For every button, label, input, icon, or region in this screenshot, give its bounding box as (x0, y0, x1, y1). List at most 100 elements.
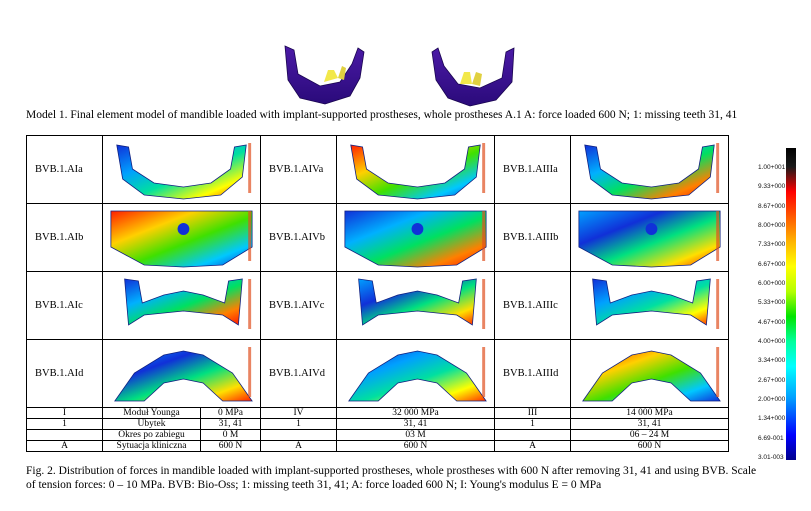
scale-tick-label: 4.67+000 (758, 318, 786, 326)
scale-tick-label: 3.01-003 (758, 454, 784, 461)
scale-tick-label: 7.33+000 (758, 241, 786, 249)
parameter-value: 600 N (218, 441, 243, 451)
scale-tick-label: 4.00+000 (758, 338, 786, 345)
parameter-group: IV (260, 407, 337, 419)
specimen-label: BVB.1.AIc (26, 271, 103, 340)
parameter-row: A Sytuacja kliniczna 600 N A 600 N A 600 N (26, 440, 729, 452)
scale-tick-label: 2.00+000 (758, 396, 786, 403)
color-scale-bar (786, 148, 796, 460)
scale-tick-label: 6.67+000 (758, 260, 786, 268)
parameter-name: Ubytek (103, 419, 201, 429)
parameter-value: 31, 41 (218, 419, 243, 429)
parameter-row: Okres po zabiegu 0 M 03 M 06 – 24 M (26, 429, 729, 441)
parameter-value: 06 – 24 M (570, 429, 729, 441)
parameter-group: A (260, 440, 337, 452)
stress-map-image (336, 135, 495, 204)
parameter-pair: Moduł Younga 0 MPa (102, 407, 261, 419)
parameter-group: 1 (260, 418, 337, 430)
stress-map-image (102, 339, 261, 408)
image-row: BVB.1.AIb BVB.1.AIVb BVB.1.AIIIb (26, 203, 729, 272)
scale-tick-label: 8.00+000 (758, 222, 786, 229)
scale-tick-label: 3.34+000 (758, 357, 786, 365)
image-row: BVB.1.AId BVB.1.AIVd BVB.1.AIIId (26, 339, 729, 408)
parameter-value: 600 N (570, 440, 729, 452)
stress-map-image (336, 203, 495, 272)
parameter-name: Moduł Younga (103, 408, 201, 418)
stress-map-image (570, 203, 729, 272)
stress-map-svg (105, 138, 258, 201)
parameter-row: 1 Ubytek 31, 41 1 31, 41 1 31, 41 (26, 418, 729, 430)
specimen-label: BVB.1.AIb (26, 203, 103, 272)
specimen-label: BVB.1.AIIIc (494, 271, 571, 340)
parameter-value: 600 N (336, 440, 495, 452)
mandible-model-images (284, 45, 515, 107)
stress-map-svg (339, 342, 492, 405)
parameter-group: A (26, 440, 103, 452)
specimen-label: BVB.1.AIa (26, 135, 103, 204)
results-table: BVB.1.AIa BVB.1.AIVa BVB.1.AIIIa BVB.1.AIb B… (26, 135, 729, 452)
stress-map-svg (573, 342, 726, 405)
specimen-label: BVB.1.AIVa (260, 135, 337, 204)
parameter-group: 1 (26, 418, 103, 430)
parameter-value: 31, 41 (336, 418, 495, 430)
specimen-label: BVB.1.AIIIb (494, 203, 571, 272)
figure-caption: Fig. 2. Distribution of forces in mandib… (26, 465, 757, 491)
stress-map-image (102, 271, 261, 340)
stress-map-svg (339, 138, 492, 201)
parameter-value: 14 000 MPa (570, 407, 729, 419)
stress-map-svg (573, 206, 726, 269)
parameter-pair: Ubytek 31, 41 (102, 418, 261, 430)
specimen-label: BVB.1.AIVd (260, 339, 337, 408)
stress-map-svg (105, 206, 258, 269)
parameter-pair: Okres po zabiegu 0 M (102, 429, 261, 441)
parameter-group (260, 429, 337, 441)
parameter-group: A (494, 440, 571, 452)
parameter-group (494, 429, 571, 441)
scale-tick-label: 8.67+000 (758, 202, 786, 210)
stress-map-image (570, 135, 729, 204)
stress-map-image (102, 135, 261, 204)
stress-map-image (336, 339, 495, 408)
specimen-label: BVB.1.AIIIa (494, 135, 571, 204)
scale-tick-label: 6.00+000 (758, 280, 786, 287)
stress-map-svg (339, 274, 492, 337)
scale-tick-label: 9.33+000 (758, 183, 786, 191)
parameter-name: Sytuacja kliniczna (103, 441, 201, 451)
scale-tick-label: 6.69-001 (758, 434, 784, 442)
stress-color-scale: 1.00+001 9.33+000 8.67+000 8.00+000 7.33+000… (758, 148, 800, 461)
parameter-name: Okres po zabiegu (103, 430, 201, 440)
stress-map-image (570, 339, 729, 408)
parameter-value: 32 000 MPa (336, 407, 495, 419)
parameter-value: 0 MPa (217, 408, 244, 418)
model-figure (280, 38, 520, 108)
stress-map-image (570, 271, 729, 340)
image-row: BVB.1.AIa BVB.1.AIVa BVB.1.AIIIa (26, 135, 729, 204)
specimen-label: BVB.1.AIIId (494, 339, 571, 408)
specimen-label: BVB.1.AId (26, 339, 103, 408)
stress-map-image (102, 203, 261, 272)
image-row: BVB.1.AIc BVB.1.AIVc BVB.1.AIIIc (26, 271, 729, 340)
specimen-label: BVB.1.AIVb (260, 203, 337, 272)
parameter-group: I (26, 407, 103, 419)
stress-map-svg (105, 342, 258, 405)
stress-map-svg (573, 274, 726, 337)
parameter-pair: Sytuacja kliniczna 600 N (102, 440, 261, 452)
stress-map-svg (573, 138, 726, 201)
results-table-body: BVB.1.AIa BVB.1.AIVa BVB.1.AIIIa BVB.1.AIb B… (26, 135, 729, 452)
stress-map-image (336, 271, 495, 340)
parameter-row: I Moduł Younga 0 MPa IV 32 000 MPa III 14 000 … (26, 407, 729, 419)
parameter-group: 1 (494, 418, 571, 430)
parameter-group (26, 429, 103, 441)
parameter-group: III (494, 407, 571, 419)
stress-map-svg (339, 206, 492, 269)
parameter-value: 03 M (336, 429, 495, 441)
parameter-value: 0 M (222, 430, 239, 440)
scale-tick-label: 1.34+000 (758, 415, 786, 423)
stress-map-svg (105, 274, 258, 337)
scale-tick-label: 2.67+000 (758, 376, 786, 384)
scale-tick-label: 1.00+001 (758, 164, 786, 171)
parameter-value: 31, 41 (570, 418, 729, 430)
model-caption: Model 1. Final element model of mandible… (26, 109, 738, 121)
scale-tick-label: 5.33+000 (758, 299, 786, 307)
specimen-label: BVB.1.AIVc (260, 271, 337, 340)
